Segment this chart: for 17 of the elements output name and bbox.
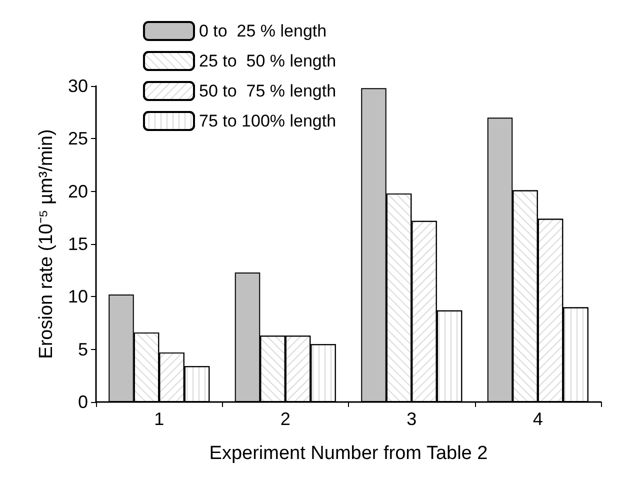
legend-label: 50 to 75 % length <box>199 82 336 100</box>
x-tick-label: 1 <box>154 409 164 429</box>
y-tick-label: 5 <box>78 339 88 360</box>
y-tick-label: 15 <box>68 234 88 254</box>
y-tick-label: 25 <box>68 128 88 149</box>
x-axis-title: Experiment Number from Table 2 <box>209 443 488 464</box>
legend-label: 0 to 25 % length <box>199 22 327 40</box>
y-tick-label: 10 <box>68 286 88 307</box>
y-axis-title: Erosion rate (10⁻⁵ µm³/min) <box>36 129 57 359</box>
y-tick-label: 20 <box>68 181 88 202</box>
legend-label: 25 to 50 % length <box>199 52 336 70</box>
x-tick-label: 2 <box>280 409 290 429</box>
x-tick-label: 3 <box>406 409 417 429</box>
y-tick-label: 30 <box>68 76 88 96</box>
y-tick-label: 0 <box>78 392 88 412</box>
x-tick-label: 4 <box>532 409 543 429</box>
legend-label: 75 to 100% length <box>199 112 336 130</box>
